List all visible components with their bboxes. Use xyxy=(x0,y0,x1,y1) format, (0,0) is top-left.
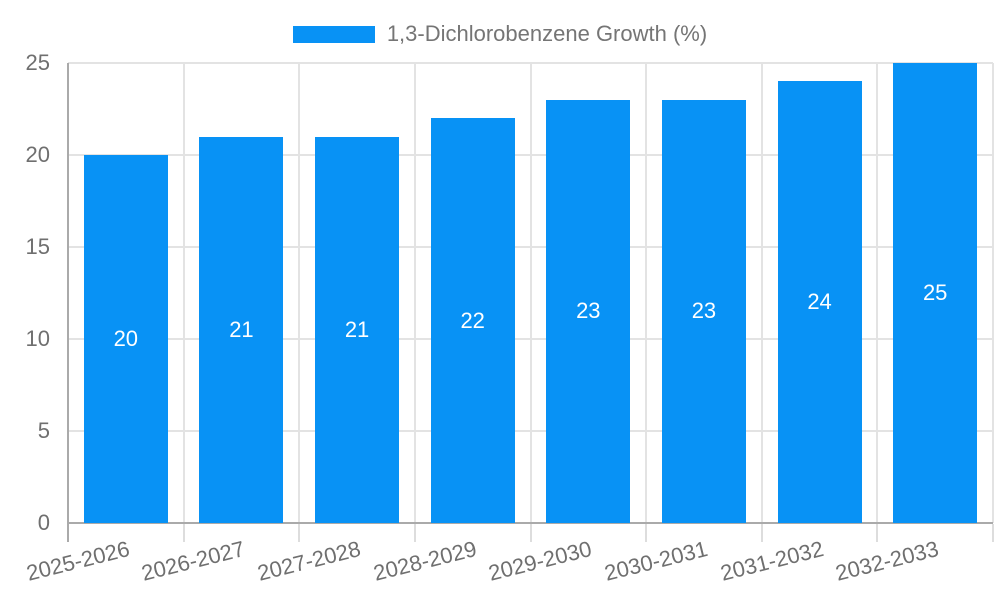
legend-label: 1,3-Dichlorobenzene Growth (%) xyxy=(386,21,708,46)
bar-2032-2033[interactable] xyxy=(893,63,978,523)
bar-value-label: 24 xyxy=(807,289,832,315)
gridline-vertical xyxy=(529,63,532,523)
y-axis-tick-label: 5 xyxy=(37,418,50,443)
legend: 1,3-Dichlorobenzene Growth (%) xyxy=(0,22,1000,46)
bar-2027-2028[interactable] xyxy=(315,136,400,523)
y-axis-tick-label: 10 xyxy=(25,326,50,351)
y-axis-line xyxy=(67,63,69,542)
y-axis-tick-label: 0 xyxy=(37,510,50,535)
bar-2031-2032[interactable] xyxy=(777,81,862,523)
x-axis-tick xyxy=(298,524,301,542)
y-axis-tick-label: 15 xyxy=(25,234,50,259)
bar-2030-2031[interactable] xyxy=(661,99,746,523)
bar-value-label: 20 xyxy=(113,326,139,351)
x-axis-tick xyxy=(760,524,763,542)
gridline-vertical xyxy=(182,63,185,523)
y-axis-tick-label: 25 xyxy=(25,50,50,75)
bar-value-label: 23 xyxy=(576,298,601,324)
bar-2026-2027[interactable] xyxy=(199,136,284,523)
x-axis-tick xyxy=(182,524,185,542)
bar-value-label: 23 xyxy=(691,298,717,324)
legend-swatch xyxy=(292,25,375,43)
bar-value-label: 21 xyxy=(344,316,370,342)
gridline-vertical xyxy=(876,63,879,523)
gridline-vertical xyxy=(645,63,648,523)
x-axis-tick xyxy=(413,524,416,542)
bar-2025-2026[interactable] xyxy=(83,155,168,523)
x-axis-line xyxy=(68,522,993,524)
bar-2028-2029[interactable] xyxy=(430,118,515,523)
x-axis-tick xyxy=(876,524,879,542)
bar-value-label: 25 xyxy=(922,280,948,305)
gridline-vertical xyxy=(298,63,301,523)
x-axis-tick xyxy=(529,524,532,542)
gridline-vertical xyxy=(413,63,416,523)
x-axis-tick xyxy=(645,524,648,542)
x-axis-tick xyxy=(992,524,994,542)
bar-value-label: 22 xyxy=(460,307,485,333)
y-axis-tick-label: 20 xyxy=(25,142,50,167)
gridline-vertical xyxy=(992,63,994,523)
bar-2029-2030[interactable] xyxy=(546,99,631,523)
bar-value-label: 21 xyxy=(229,316,254,342)
gridline-vertical xyxy=(760,63,763,523)
